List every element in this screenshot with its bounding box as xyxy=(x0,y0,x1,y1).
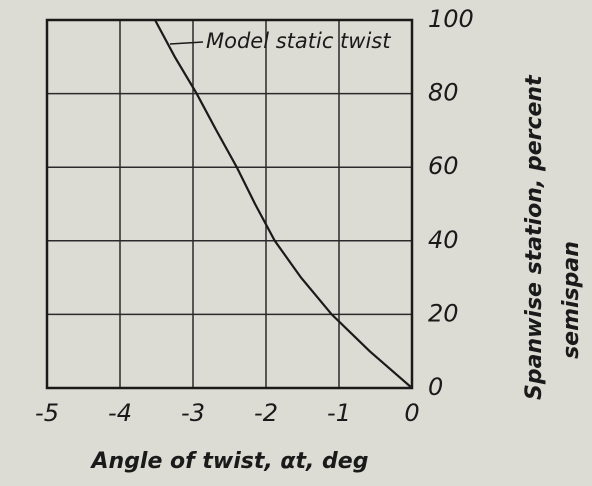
x-tick-label: -3 xyxy=(181,399,205,427)
x-tick-label: -1 xyxy=(327,399,351,427)
plot-frame xyxy=(45,18,414,390)
x-tick-label: -4 xyxy=(108,399,132,427)
annotation-arrow xyxy=(169,41,204,45)
y-tick-label: 40 xyxy=(428,226,459,254)
x-axis-label: Angle of twist, αt, deg xyxy=(90,449,369,474)
x-tick-label: 0 xyxy=(404,399,419,427)
data-line xyxy=(154,19,413,389)
y-tick-label: 80 xyxy=(428,79,459,107)
y-tick-label: 20 xyxy=(428,299,459,327)
x-tick-label: -5 xyxy=(35,399,59,427)
y-axis-label-2: semispan xyxy=(559,241,584,359)
y-tick-label: 0 xyxy=(428,373,443,401)
y-tick-label: 100 xyxy=(428,5,474,33)
y-axis-label: Spanwise station, percent xyxy=(522,74,547,400)
y-tick-label: 60 xyxy=(428,152,459,180)
x-tick-label: -2 xyxy=(254,399,278,427)
annotation: Model static twist xyxy=(206,29,391,53)
